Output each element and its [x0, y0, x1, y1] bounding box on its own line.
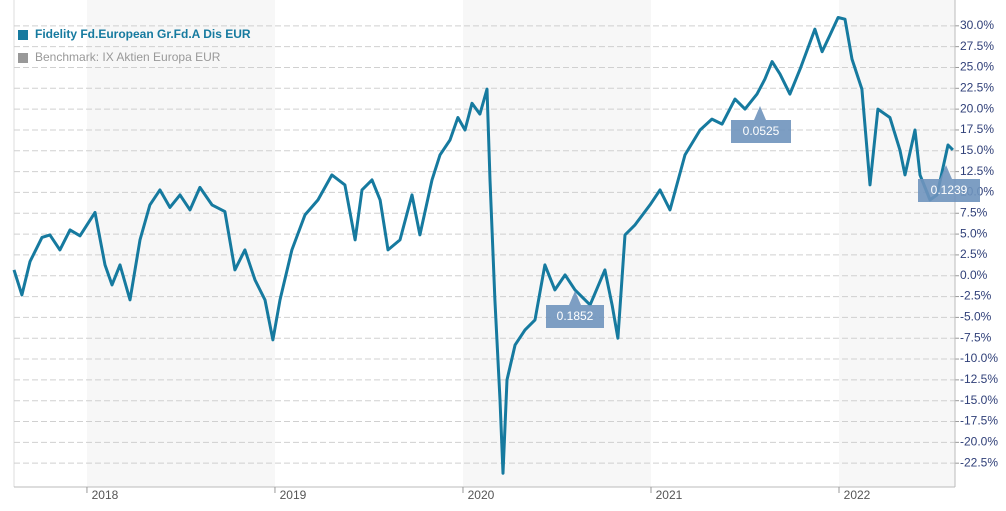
y-tick-label: 12.5% — [960, 164, 994, 178]
callout-box — [546, 291, 604, 328]
y-tick-label: -15.0% — [960, 393, 998, 407]
y-tick-label: -10.0% — [960, 351, 998, 365]
callout-label: 0.1852 — [557, 309, 594, 323]
x-tick-label: 2020 — [468, 488, 495, 502]
x-tick-label: 2021 — [656, 488, 683, 502]
y-tick-label: 5.0% — [960, 226, 988, 240]
callout-label: 0.1239 — [931, 183, 968, 197]
x-tick-label: 2018 — [92, 488, 119, 502]
callout-label: 0.0525 — [743, 124, 780, 138]
callout-box — [918, 165, 980, 202]
y-tick-label: -17.5% — [960, 414, 998, 428]
y-tick-label: 15.0% — [960, 143, 994, 157]
y-tick-label: 25.0% — [960, 60, 994, 74]
x-tick-label: 2022 — [844, 488, 871, 502]
y-tick-label: -7.5% — [960, 330, 992, 344]
y-tick-label: 0.0% — [960, 268, 988, 282]
y-tick-label: -2.5% — [960, 289, 992, 303]
y-tick-label: 20.0% — [960, 101, 994, 115]
year-band — [86, 0, 275, 487]
year-band — [462, 0, 651, 487]
callout-box — [731, 106, 791, 143]
data-line — [12, 16, 954, 475]
y-tick-label: 17.5% — [960, 122, 994, 136]
y-tick-label: -5.0% — [960, 310, 992, 324]
y-tick-label: 27.5% — [960, 39, 994, 53]
x-tick-label: 2019 — [280, 488, 307, 502]
y-tick-label: -12.5% — [960, 372, 998, 386]
y-tick-label: -22.5% — [960, 455, 998, 469]
legend-swatch — [18, 53, 28, 63]
y-tick-label: 2.5% — [960, 247, 988, 261]
y-tick-label: 30.0% — [960, 18, 994, 32]
legend-label: Fidelity Fd.European Gr.Fd.A Dis EUR — [35, 27, 251, 41]
y-tick-label: 7.5% — [960, 205, 988, 219]
legend-swatch — [18, 30, 28, 40]
y-tick-label: -20.0% — [960, 435, 998, 449]
y-tick-label: 22.5% — [960, 80, 994, 94]
legend-label: Benchmark: IX Aktien Europa EUR — [35, 50, 221, 64]
